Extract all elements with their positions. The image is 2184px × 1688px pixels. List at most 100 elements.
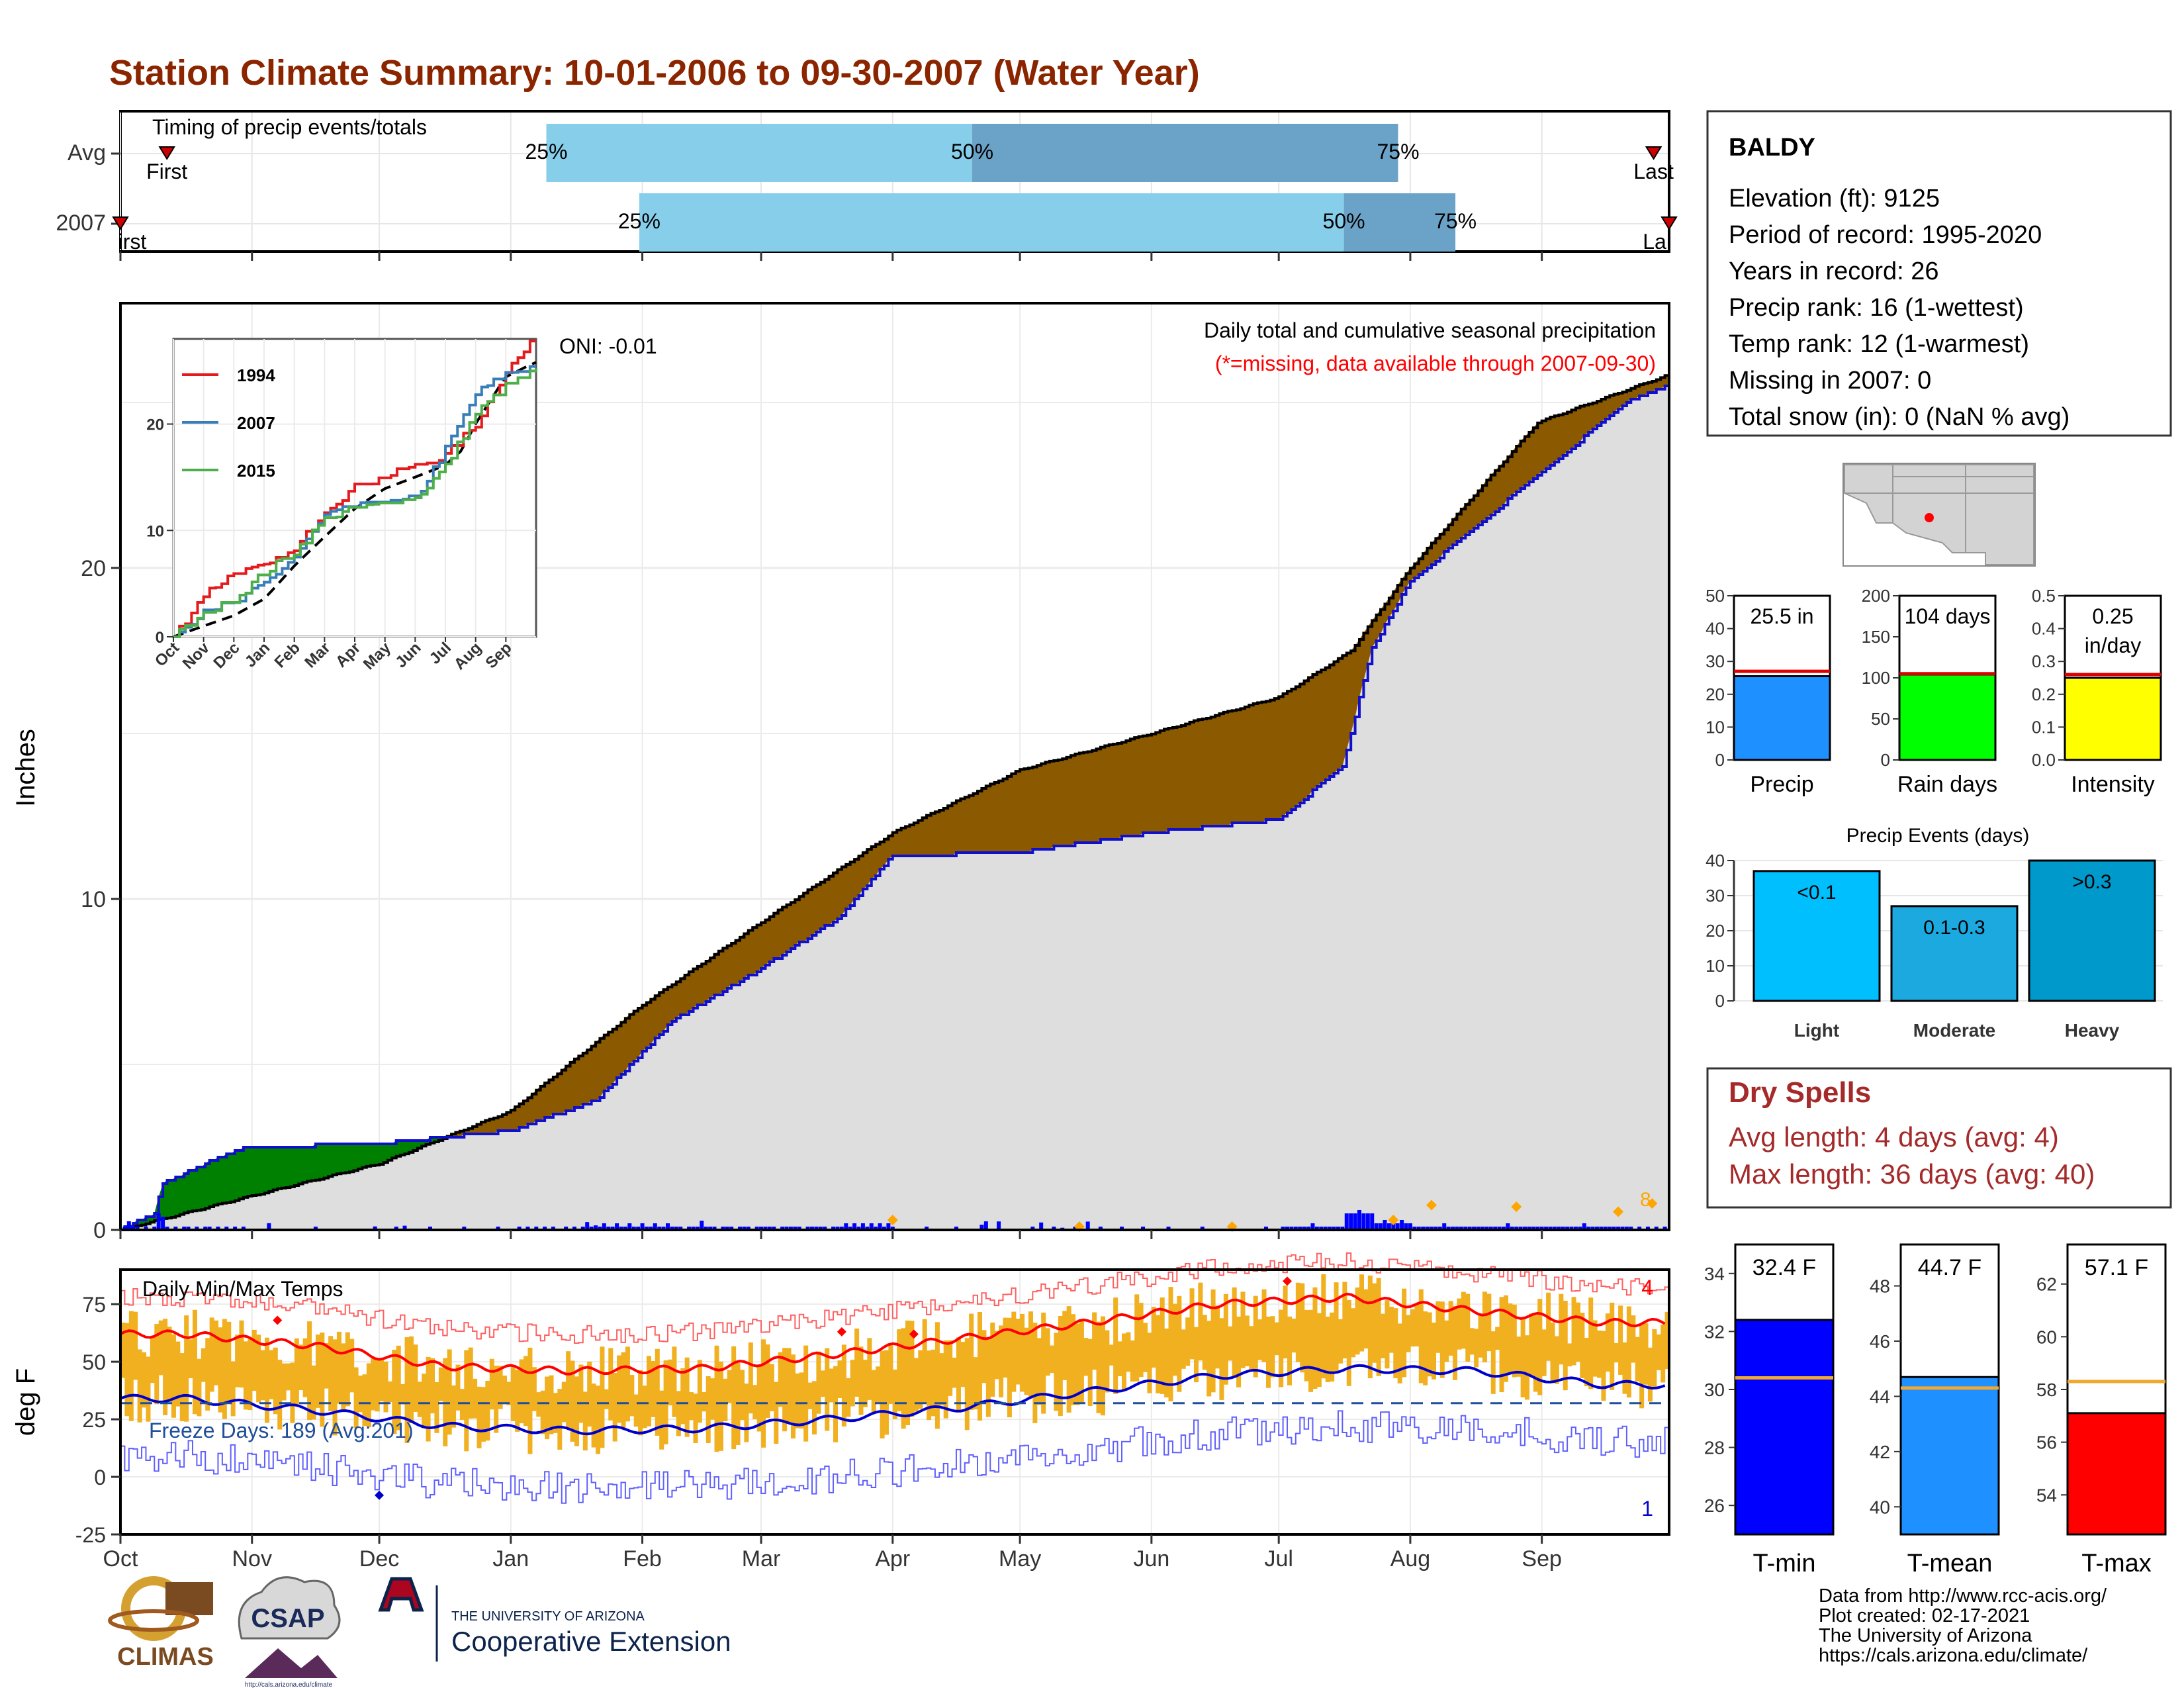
daily-temp-bar (1304, 1309, 1309, 1382)
daily-temp-bar (969, 1313, 974, 1410)
daily-precip-bar (1523, 1227, 1527, 1230)
daily-temp-bar (646, 1356, 651, 1427)
daily-temp-bar (473, 1378, 478, 1419)
daily-precip-bar (848, 1227, 852, 1230)
daily-temp-bar (404, 1337, 410, 1443)
daily-temp-bar (837, 1360, 842, 1398)
daily-precip-bar (644, 1227, 649, 1230)
daily-temp-bar (286, 1363, 291, 1391)
daily-precip-bar (746, 1227, 751, 1230)
daily-temp-bar (612, 1373, 617, 1442)
daily-temp-bar (1274, 1322, 1279, 1356)
daily-temp-bar (1185, 1317, 1191, 1366)
daily-precip-bar (725, 1227, 729, 1230)
daily-precip-bar (1557, 1227, 1561, 1230)
daily-precip-bar (1281, 1227, 1285, 1230)
temp-summary-y-tick-label: 30 (1704, 1380, 1725, 1400)
daily-precip-bar (1510, 1227, 1514, 1230)
last-event-marker (1661, 216, 1678, 230)
daily-precip-bar (373, 1226, 377, 1230)
daily-precip-bar (462, 1227, 467, 1230)
daily-temp-bar (307, 1321, 312, 1421)
daily-temp-bar (803, 1345, 809, 1442)
daily-temp-bar (1164, 1328, 1169, 1398)
daily-temp-bar (642, 1385, 647, 1429)
orange-diamond (1426, 1199, 1437, 1211)
mini-bar-value (2064, 677, 2162, 761)
month-label: Sep (1522, 1546, 1562, 1571)
daily-precip-bar (767, 1227, 772, 1230)
daily-temp-bar (786, 1348, 792, 1423)
daily-temp-bar (1134, 1294, 1140, 1382)
main-y-tick-label: 0 (93, 1218, 106, 1243)
timing-label-75: 75% (1377, 140, 1419, 164)
daily-temp-bar (1015, 1319, 1021, 1385)
daily-temp-bar (142, 1352, 147, 1408)
mini-bar-y-tick-label: 50 (1706, 586, 1725, 606)
daily-temp-bar (392, 1349, 397, 1434)
daily-temp-bar (1147, 1333, 1152, 1393)
daily-precip-bar (865, 1227, 870, 1230)
daily-temp-bar (591, 1383, 596, 1448)
inset-y-tick-label: 0 (156, 629, 164, 647)
daily-temp-bar (1058, 1315, 1063, 1417)
last-event-marker (1645, 146, 1662, 160)
temperature-summary-bars: 26 28 30 32 34 32.4 F T-min 40 42 44 46 48 44.7 F T-m… (1704, 1243, 2167, 1577)
daily-precip-bar (1590, 1227, 1595, 1230)
daily-precip-bar (598, 1227, 602, 1230)
daily-temp-bar (426, 1356, 431, 1442)
daily-temp-bar (948, 1340, 953, 1396)
daily-temp-bar (489, 1358, 494, 1410)
daily-precip-bar (1306, 1227, 1311, 1230)
daily-precip-bar (1357, 1210, 1361, 1230)
daily-precip-bar (1531, 1227, 1535, 1230)
footer: Data from http://www.rcc-acis.org/ Plot … (1819, 1585, 2107, 1666)
mini-bar-value-text: 104 days (1905, 604, 1991, 628)
daily-temp-bar (545, 1376, 550, 1440)
daily-precip-bar (1467, 1227, 1472, 1230)
last-event-label: Last (1633, 160, 1674, 183)
daily-temp-bar (833, 1366, 839, 1442)
station-info-box: BALDY Elevation (ft): 9125 Period of rec… (1706, 110, 2172, 437)
daily-precip-bar (1548, 1227, 1553, 1230)
daily-precip-bar (135, 1227, 140, 1230)
month-label: Apr (875, 1546, 910, 1571)
daily-temp-bar (256, 1335, 261, 1403)
daily-temp-bar (994, 1331, 999, 1380)
daily-temp-bar (668, 1359, 673, 1406)
daily-temp-bar (867, 1338, 872, 1400)
daily-precip-bar (670, 1227, 674, 1230)
daily-temp-bar (158, 1320, 163, 1376)
daily-temp-bar (744, 1383, 749, 1442)
average-min-line (120, 1364, 1666, 1436)
daily-temp-bar (260, 1350, 265, 1401)
daily-precip-bar (831, 1227, 836, 1230)
daily-precip-bar (1379, 1223, 1383, 1230)
daily-temp-bar (1601, 1331, 1606, 1401)
daily-precip-bar (1569, 1227, 1574, 1230)
daily-temp-bar (1605, 1313, 1610, 1372)
events-y-ticks: 0 10 20 30 40 (1706, 851, 1734, 1011)
temp-summary-y-tick-label: 40 (1870, 1497, 1890, 1517)
daily-temp-bar (540, 1390, 545, 1434)
daily-temp-bar (897, 1329, 902, 1411)
daily-temp-bar (1045, 1328, 1050, 1376)
daily-temp-bar (1024, 1327, 1029, 1395)
daily-precip-bar (1578, 1227, 1582, 1230)
daily-temp-bar (582, 1391, 588, 1451)
daily-temp-bar (1032, 1323, 1038, 1423)
daily-temp-bar (748, 1342, 753, 1414)
daily-precip-bar (216, 1227, 220, 1230)
temp-summary-value-text: 57.1 F (2085, 1255, 2148, 1280)
daily-temp-bar (1529, 1313, 1534, 1377)
temp-y-tick-label: -25 (75, 1523, 106, 1547)
mini-bar-charts: 0 10 20 30 40 50 25.5 in Precip 0 50 100 150 200 104 … (1706, 586, 2162, 797)
daily-temp-bar (1257, 1319, 1263, 1360)
daily-temp-bar (1372, 1283, 1377, 1363)
daily-temp-bar (1228, 1326, 1233, 1361)
daily-temp-bar (387, 1381, 392, 1403)
temp-summary-chart: 40 42 44 46 48 44.7 F T-mean (1870, 1243, 2000, 1577)
daily-temp-bar (1096, 1321, 1101, 1413)
month-label: Aug (1390, 1546, 1431, 1571)
daily-precip-bar (1463, 1227, 1468, 1230)
